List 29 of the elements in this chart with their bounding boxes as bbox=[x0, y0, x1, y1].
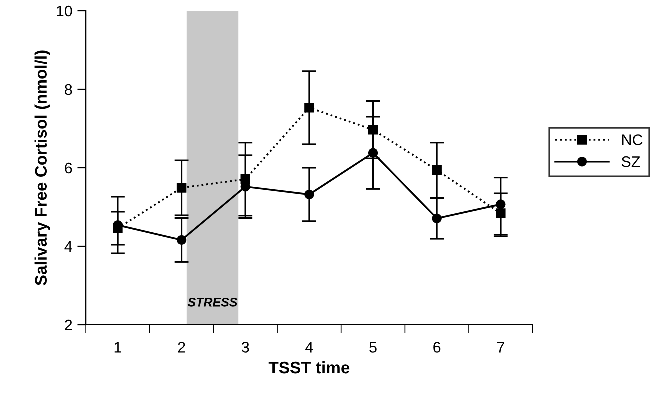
point bbox=[304, 103, 314, 113]
point bbox=[176, 235, 187, 246]
y-tick-label: 2 bbox=[65, 320, 72, 331]
band-label: STRESS bbox=[188, 298, 238, 307]
point bbox=[432, 214, 442, 224]
y-tick-label: 4 bbox=[64, 242, 72, 252]
x-tick-label: 4 bbox=[306, 342, 314, 353]
x-tick-label: 5 bbox=[370, 342, 377, 353]
point bbox=[368, 148, 378, 158]
point bbox=[368, 125, 378, 135]
legend-label: SZ bbox=[622, 156, 640, 168]
x-tick-label: 1 bbox=[114, 342, 122, 353]
point bbox=[496, 208, 506, 218]
legend-label: NC bbox=[622, 134, 643, 146]
point bbox=[304, 190, 314, 200]
x-axis-title: TSST time bbox=[268, 361, 350, 374]
x-tick-label: 3 bbox=[242, 342, 250, 353]
y-axis-title: Salivary Free Cortisol (nmol/l) bbox=[34, 50, 50, 286]
point bbox=[176, 183, 187, 193]
point bbox=[432, 165, 442, 176]
y-tick-label: 8 bbox=[65, 84, 72, 96]
x-tick-label: 2 bbox=[178, 342, 186, 353]
y-tick-label: 10 bbox=[57, 6, 72, 17]
x-tick-label: 6 bbox=[434, 342, 441, 353]
x-tick-label: 7 bbox=[497, 342, 504, 353]
point bbox=[113, 224, 123, 234]
point bbox=[240, 174, 250, 184]
y-tick-label: 6 bbox=[65, 162, 72, 174]
point bbox=[496, 200, 506, 210]
